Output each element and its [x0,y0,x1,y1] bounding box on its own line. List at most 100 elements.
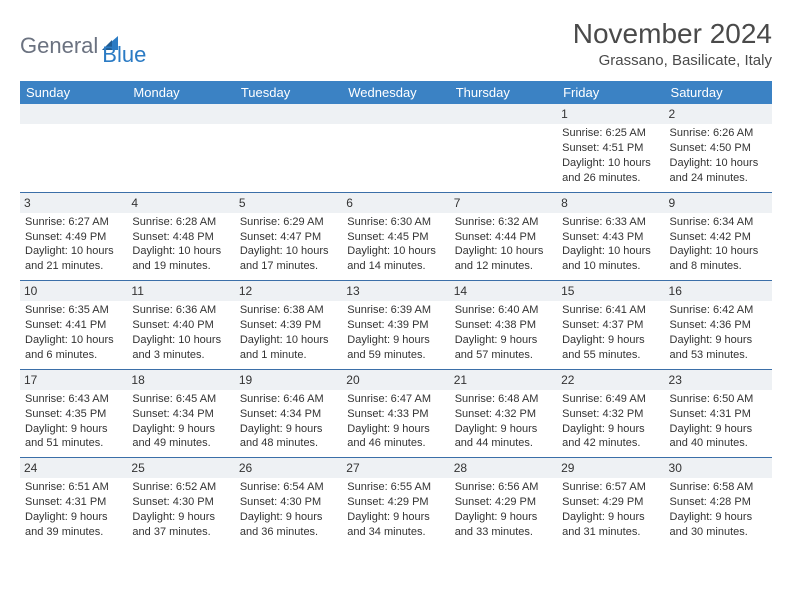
daylight-line: Daylight: 9 hours and 48 minutes. [240,422,337,452]
daylight-line: Daylight: 9 hours and 33 minutes. [455,510,552,540]
daylight-line: Daylight: 9 hours and 40 minutes. [670,422,767,452]
calendar-cell: 30Sunrise: 6:58 AMSunset: 4:28 PMDayligh… [665,458,772,546]
day-number: 15 [557,281,664,301]
day-number: 8 [557,193,664,213]
calendar-cell [235,104,342,192]
day-header: Friday [557,81,664,104]
day-number: 28 [450,458,557,478]
calendar-cell [450,104,557,192]
sunset-line: Sunset: 4:45 PM [347,230,444,245]
day-number: 24 [20,458,127,478]
sunset-line: Sunset: 4:40 PM [132,318,229,333]
sunrise-line: Sunrise: 6:46 AM [240,392,337,407]
daylight-line: Daylight: 9 hours and 55 minutes. [562,333,659,363]
calendar-cell [127,104,234,192]
sunset-line: Sunset: 4:49 PM [25,230,122,245]
calendar-cell [342,104,449,192]
calendar-cell: 12Sunrise: 6:38 AMSunset: 4:39 PMDayligh… [235,281,342,370]
sunrise-line: Sunrise: 6:48 AM [455,392,552,407]
sunrise-line: Sunrise: 6:51 AM [25,480,122,495]
calendar-cell: 10Sunrise: 6:35 AMSunset: 4:41 PMDayligh… [20,281,127,370]
sunrise-line: Sunrise: 6:29 AM [240,215,337,230]
empty-daynum [20,104,127,124]
daylight-line: Daylight: 10 hours and 14 minutes. [347,244,444,274]
sunset-line: Sunset: 4:51 PM [562,141,659,156]
empty-daynum [127,104,234,124]
daylight-line: Daylight: 10 hours and 8 minutes. [670,244,767,274]
sunset-line: Sunset: 4:29 PM [562,495,659,510]
calendar-cell: 26Sunrise: 6:54 AMSunset: 4:30 PMDayligh… [235,458,342,546]
daylight-line: Daylight: 10 hours and 6 minutes. [25,333,122,363]
calendar-page: General Blue November 2024 Grassano, Bas… [0,0,792,556]
day-number: 3 [20,193,127,213]
sunset-line: Sunset: 4:37 PM [562,318,659,333]
sunrise-line: Sunrise: 6:38 AM [240,303,337,318]
day-number: 11 [127,281,234,301]
day-number: 10 [20,281,127,301]
sunset-line: Sunset: 4:47 PM [240,230,337,245]
sunset-line: Sunset: 4:30 PM [240,495,337,510]
sunrise-line: Sunrise: 6:43 AM [25,392,122,407]
day-header: Wednesday [342,81,449,104]
day-number: 12 [235,281,342,301]
calendar-cell: 1Sunrise: 6:25 AMSunset: 4:51 PMDaylight… [557,104,664,192]
sunrise-line: Sunrise: 6:49 AM [562,392,659,407]
day-number: 17 [20,370,127,390]
calendar-body: 1Sunrise: 6:25 AMSunset: 4:51 PMDaylight… [20,104,772,546]
day-number: 4 [127,193,234,213]
sunset-line: Sunset: 4:48 PM [132,230,229,245]
sunrise-line: Sunrise: 6:30 AM [347,215,444,230]
daylight-line: Daylight: 9 hours and 31 minutes. [562,510,659,540]
calendar-cell: 6Sunrise: 6:30 AMSunset: 4:45 PMDaylight… [342,192,449,281]
sunset-line: Sunset: 4:31 PM [25,495,122,510]
day-number: 19 [235,370,342,390]
sunrise-line: Sunrise: 6:33 AM [562,215,659,230]
day-header: Saturday [665,81,772,104]
daylight-line: Daylight: 9 hours and 42 minutes. [562,422,659,452]
day-number: 30 [665,458,772,478]
sunrise-line: Sunrise: 6:54 AM [240,480,337,495]
calendar-cell: 17Sunrise: 6:43 AMSunset: 4:35 PMDayligh… [20,369,127,458]
day-number: 16 [665,281,772,301]
calendar-cell: 28Sunrise: 6:56 AMSunset: 4:29 PMDayligh… [450,458,557,546]
sunrise-line: Sunrise: 6:45 AM [132,392,229,407]
daylight-line: Daylight: 9 hours and 39 minutes. [25,510,122,540]
sunrise-line: Sunrise: 6:26 AM [670,126,767,141]
sunset-line: Sunset: 4:39 PM [347,318,444,333]
daylight-line: Daylight: 10 hours and 3 minutes. [132,333,229,363]
daylight-line: Daylight: 9 hours and 57 minutes. [455,333,552,363]
daylight-line: Daylight: 10 hours and 17 minutes. [240,244,337,274]
sunset-line: Sunset: 4:30 PM [132,495,229,510]
sunrise-line: Sunrise: 6:58 AM [670,480,767,495]
daylight-line: Daylight: 10 hours and 24 minutes. [670,156,767,186]
logo: General Blue [20,18,146,68]
calendar-cell: 18Sunrise: 6:45 AMSunset: 4:34 PMDayligh… [127,369,234,458]
sunrise-line: Sunrise: 6:42 AM [670,303,767,318]
day-number: 14 [450,281,557,301]
calendar-cell: 2Sunrise: 6:26 AMSunset: 4:50 PMDaylight… [665,104,772,192]
calendar-cell [20,104,127,192]
sunrise-line: Sunrise: 6:34 AM [670,215,767,230]
calendar-week: 1Sunrise: 6:25 AMSunset: 4:51 PMDaylight… [20,104,772,192]
empty-daynum [450,104,557,124]
header: General Blue November 2024 Grassano, Bas… [20,18,772,69]
day-number: 18 [127,370,234,390]
sunrise-line: Sunrise: 6:32 AM [455,215,552,230]
day-header: Sunday [20,81,127,104]
day-number: 25 [127,458,234,478]
calendar-week: 10Sunrise: 6:35 AMSunset: 4:41 PMDayligh… [20,281,772,370]
daylight-line: Daylight: 10 hours and 26 minutes. [562,156,659,186]
calendar-cell: 14Sunrise: 6:40 AMSunset: 4:38 PMDayligh… [450,281,557,370]
sunset-line: Sunset: 4:36 PM [670,318,767,333]
sunset-line: Sunset: 4:34 PM [132,407,229,422]
title-block: November 2024 Grassano, Basilicate, Ital… [573,18,772,69]
daylight-line: Daylight: 9 hours and 51 minutes. [25,422,122,452]
calendar-cell: 19Sunrise: 6:46 AMSunset: 4:34 PMDayligh… [235,369,342,458]
calendar-cell: 20Sunrise: 6:47 AMSunset: 4:33 PMDayligh… [342,369,449,458]
daylight-line: Daylight: 10 hours and 10 minutes. [562,244,659,274]
calendar-table: SundayMondayTuesdayWednesdayThursdayFrid… [20,81,772,546]
empty-daynum [342,104,449,124]
calendar-cell: 24 Sunrise: 6:51 AMSunset: 4:31 PMDayligh… [20,458,127,546]
daylight-line: Daylight: 9 hours and 44 minutes. [455,422,552,452]
logo-word2: Blue [102,42,146,67]
